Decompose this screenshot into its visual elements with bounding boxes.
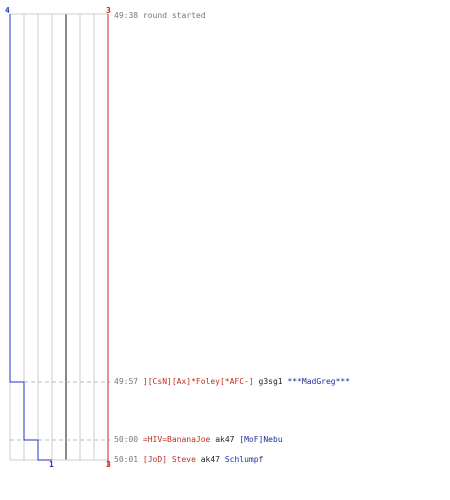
red-start-score: 3 xyxy=(106,6,111,15)
event-victim: ***MadGreg*** xyxy=(287,377,351,386)
event-killer: ][CsN][Ax]*Foley[*AFC-] xyxy=(142,377,254,386)
event-time: 49:57 xyxy=(114,377,139,386)
event-time: 49:38 xyxy=(114,11,139,20)
event-killer: [JoD] Steve xyxy=(142,455,196,464)
event-kill: 50:00 =HIV=BananaJoe ak47 [MoF]Nebu xyxy=(114,435,283,445)
blue-start-score: 4 xyxy=(5,6,10,15)
event-round-start: 49:38 round started xyxy=(114,11,206,21)
blue-team-line xyxy=(9,14,52,461)
event-text: round started xyxy=(142,11,206,20)
event-victim: [MoF]Nebu xyxy=(239,435,283,444)
event-weapon: ak47 xyxy=(200,455,220,464)
event-time: 50:01 xyxy=(114,455,139,464)
blue-end-score: 1 xyxy=(49,460,54,469)
red-end-score: 3 xyxy=(106,460,111,469)
event-weapon: g3sg1 xyxy=(258,377,283,386)
event-killer: =HIV=BananaJoe xyxy=(142,435,211,444)
event-kill: 49:57 ][CsN][Ax]*Foley[*AFC-] g3sg1 ***M… xyxy=(114,377,350,387)
event-victim: Schlumpf xyxy=(224,455,264,464)
event-kill: 50:01 [JoD] Steve ak47 Schlumpf xyxy=(114,455,263,465)
event-time: 50:00 xyxy=(114,435,139,444)
event-weapon: ak47 xyxy=(215,435,235,444)
